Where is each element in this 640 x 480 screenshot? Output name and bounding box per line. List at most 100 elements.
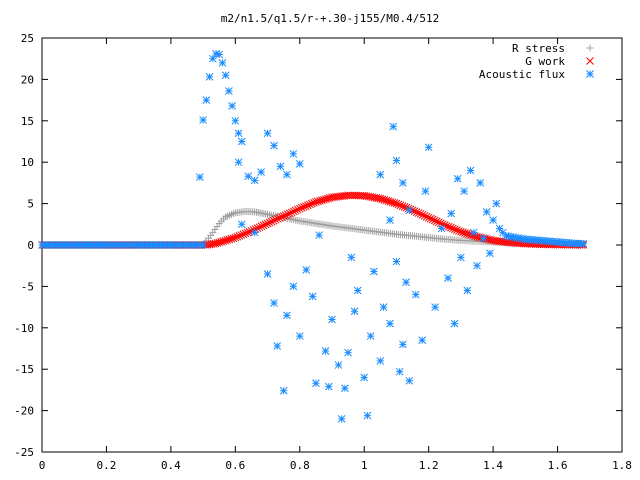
data-point xyxy=(448,224,457,233)
data-point xyxy=(271,215,280,224)
data-point xyxy=(399,179,407,187)
data-point xyxy=(492,199,501,208)
data-point xyxy=(402,278,410,287)
data-point xyxy=(237,137,246,146)
data-point xyxy=(394,200,403,209)
data-point xyxy=(310,198,318,207)
data-point xyxy=(405,206,414,215)
data-point xyxy=(404,204,413,213)
data-point xyxy=(250,176,259,185)
data-point xyxy=(428,215,437,224)
data-point xyxy=(215,50,224,59)
data-point xyxy=(476,179,485,187)
data-point xyxy=(411,290,420,299)
data-point xyxy=(244,172,253,181)
series-g-work xyxy=(38,191,588,249)
data-point xyxy=(386,216,394,225)
data-point xyxy=(270,299,278,307)
data-point xyxy=(495,224,504,233)
data-point xyxy=(277,213,286,221)
data-point xyxy=(334,361,343,369)
data-point xyxy=(267,217,276,226)
data-point xyxy=(392,257,401,266)
data-point xyxy=(321,347,330,355)
data-point xyxy=(221,71,230,80)
data-point xyxy=(199,241,207,249)
y-tick-label: -15 xyxy=(14,363,34,376)
data-point xyxy=(389,122,398,131)
data-point xyxy=(302,265,311,274)
x-tick-label: 0.8 xyxy=(290,459,310,472)
data-point xyxy=(463,286,472,295)
data-point xyxy=(199,116,207,124)
data-point xyxy=(432,217,441,226)
data-point xyxy=(450,319,459,328)
data-point xyxy=(259,221,268,230)
data-point xyxy=(270,141,278,150)
data-point xyxy=(283,311,291,320)
data-point xyxy=(231,116,240,125)
data-point xyxy=(398,202,407,210)
data-point xyxy=(279,212,288,220)
data-point xyxy=(295,160,304,168)
data-point xyxy=(297,203,306,212)
data-point xyxy=(418,211,427,219)
data-point xyxy=(315,231,323,239)
data-point xyxy=(400,203,409,211)
data-marks xyxy=(38,49,588,423)
data-point xyxy=(289,150,298,158)
data-point xyxy=(363,411,372,420)
data-point xyxy=(273,214,282,223)
data-point xyxy=(234,129,243,138)
data-point xyxy=(341,384,349,393)
data-point xyxy=(424,143,433,152)
data-point xyxy=(263,219,272,228)
data-point xyxy=(237,231,246,239)
data-point xyxy=(376,170,385,179)
data-point xyxy=(291,206,300,215)
data-point xyxy=(438,220,447,229)
data-point xyxy=(235,232,244,240)
data-point xyxy=(446,223,455,232)
y-tick-label: -5 xyxy=(21,280,34,293)
x-tick-label: 0.2 xyxy=(97,459,117,472)
data-point xyxy=(379,303,388,311)
data-point xyxy=(353,286,362,295)
y-tick-label: -10 xyxy=(14,322,34,335)
data-point xyxy=(257,168,265,176)
data-point xyxy=(392,156,401,165)
data-point xyxy=(228,102,236,110)
axis-ticks: 0 0.2 0.4 0.6 0.8 1 1.2 1.4 1.6 1.8 25 20 15 10 5 0 -5 -1… xyxy=(14,32,632,472)
data-point xyxy=(337,415,346,423)
data-point xyxy=(265,218,274,227)
x-tick-label: 1.8 xyxy=(612,459,632,472)
data-point xyxy=(386,319,394,328)
data-point xyxy=(303,201,312,210)
data-point xyxy=(489,216,497,225)
data-point xyxy=(208,54,217,63)
data-point xyxy=(289,282,298,291)
data-point xyxy=(434,218,443,227)
data-point xyxy=(395,367,404,376)
legend-marker xyxy=(586,44,594,52)
data-point xyxy=(455,227,463,235)
data-point xyxy=(460,187,468,196)
y-tick-label: 15 xyxy=(21,115,34,128)
data-point xyxy=(263,129,272,138)
y-tick-label: 25 xyxy=(21,32,34,45)
legend-marker xyxy=(586,70,594,78)
data-point xyxy=(218,58,227,67)
data-point xyxy=(225,87,233,95)
x-tick-label: 1 xyxy=(361,459,368,472)
data-point xyxy=(396,201,405,210)
data-point xyxy=(426,214,435,223)
y-tick-label: 10 xyxy=(21,156,34,169)
data-point xyxy=(269,216,278,225)
data-point xyxy=(295,332,304,340)
y-tick-label: 0 xyxy=(27,239,34,252)
data-point xyxy=(457,253,465,262)
data-point xyxy=(360,373,369,382)
data-point xyxy=(450,225,459,234)
data-point xyxy=(469,228,478,237)
